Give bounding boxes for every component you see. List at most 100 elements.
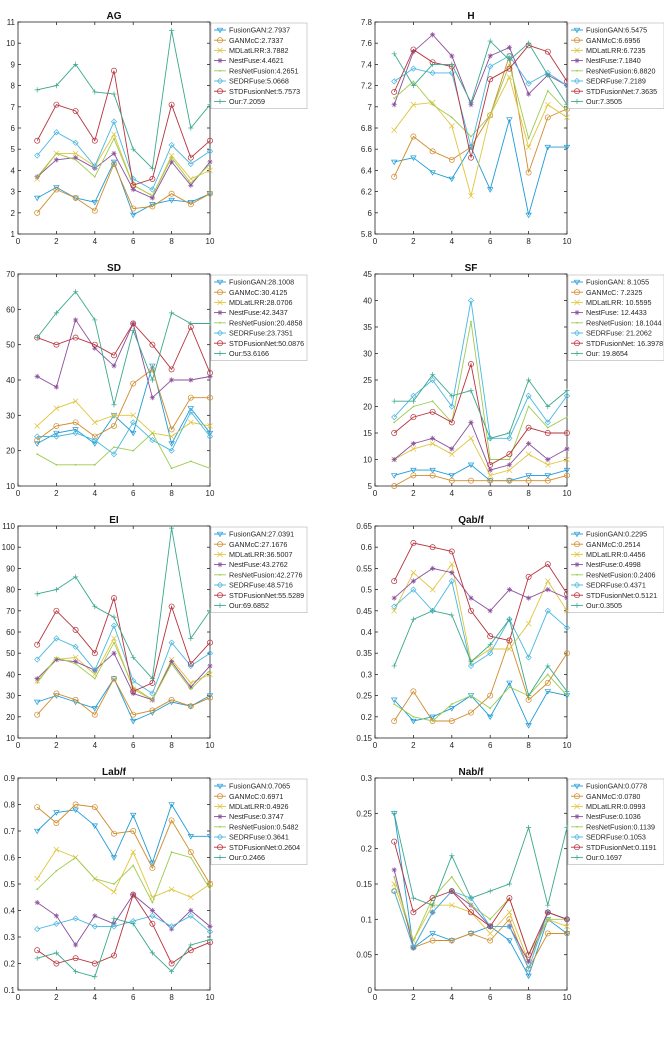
data-point: [429, 544, 436, 551]
data-point: [450, 876, 453, 878]
y-tick-label: 50: [6, 649, 15, 658]
series-line: [36, 318, 211, 399]
legend-entry: FusionGAN:0.0778: [586, 782, 647, 791]
data-point: [188, 942, 194, 948]
data-point: [206, 928, 214, 935]
data-point: [489, 918, 492, 921]
data-point: [526, 824, 532, 831]
data-point: [207, 671, 213, 678]
data-point: [149, 920, 156, 927]
data-point: [448, 937, 455, 944]
legend-marker: [576, 69, 578, 72]
data-point: [544, 430, 551, 436]
data-point: [168, 141, 175, 149]
data-point: [508, 63, 511, 66]
data-point: [72, 139, 79, 146]
data-point: [410, 569, 417, 576]
legend-entry: GANMcC:0.6971: [229, 792, 283, 801]
data-point: [149, 165, 155, 171]
data-point: [53, 656, 59, 663]
data-point: [111, 889, 117, 895]
data-point: [111, 131, 117, 138]
y-tick-label: 30: [6, 692, 15, 701]
data-point: [92, 603, 98, 610]
data-point: [34, 955, 40, 961]
data-point: [73, 574, 79, 580]
series-line: [36, 432, 211, 469]
data-point: [187, 160, 194, 168]
y-tick-label: 0.5: [4, 880, 16, 889]
legend-entry: NestFuse:0.1036: [586, 812, 641, 821]
y-tick-label: 9: [11, 60, 16, 69]
y-tick-label: 30: [363, 350, 372, 359]
y-tick-label: 0.45: [356, 607, 372, 616]
legend-entry: Our:0.1697: [586, 853, 622, 862]
data-point: [33, 699, 41, 706]
series-line: [394, 373, 568, 439]
data-point: [391, 430, 398, 436]
x-tick-label: 0: [16, 237, 21, 246]
x-tick-label: 6: [488, 237, 493, 246]
y-tick-label: 0.35: [356, 649, 372, 658]
data-point: [448, 403, 455, 410]
legend-marker: [574, 551, 580, 558]
data-point: [110, 676, 118, 682]
x-tick-label: 4: [450, 741, 455, 750]
data-point: [487, 642, 493, 648]
series-line: [393, 55, 568, 148]
legend-entry: STDFusionNet: 16.3978: [586, 339, 663, 348]
legend-marker: [574, 310, 580, 316]
data-point: [525, 451, 532, 458]
y-tick-label: 80: [6, 586, 15, 595]
data-point: [53, 635, 60, 642]
data-point: [410, 718, 417, 725]
legend-marker: [217, 299, 223, 306]
legend-marker: [216, 27, 224, 34]
y-tick-label: 0.1: [4, 986, 16, 995]
data-point: [566, 110, 568, 112]
data-point: [544, 689, 552, 695]
data-point: [74, 158, 77, 161]
legend-entry: SEDRFuse:23.7351: [229, 329, 293, 338]
data-point: [149, 707, 156, 714]
y-tick-label: 35: [363, 323, 372, 332]
data-point: [448, 718, 455, 724]
data-point: [506, 881, 512, 887]
data-point: [92, 89, 98, 95]
data-point: [53, 422, 60, 429]
legend-entry: Our:69.6852: [229, 601, 269, 610]
legend-marker: [217, 562, 223, 568]
legend-box: [210, 778, 308, 865]
data-point: [525, 965, 532, 972]
data-point: [53, 913, 59, 919]
data-point: [468, 595, 474, 601]
data-point: [74, 463, 77, 466]
x-tick-label: 2: [54, 741, 59, 750]
data-point: [170, 156, 173, 159]
data-point: [468, 607, 474, 614]
data-point: [391, 578, 398, 585]
data-point: [468, 895, 474, 901]
legend-entry: GANMcC:6.6956: [586, 36, 640, 45]
x-tick-label: 8: [526, 489, 531, 498]
x-tick-label: 8: [169, 237, 174, 246]
legend-marker: [573, 329, 581, 337]
data-point: [91, 436, 98, 444]
y-tick-label: 0.1: [361, 915, 373, 924]
data-point: [430, 435, 436, 441]
series-line: [36, 290, 210, 405]
x-tick-label: 4: [450, 489, 455, 498]
legend-entry: SEDRFuse: 21.2062: [586, 329, 652, 338]
data-point: [468, 435, 474, 442]
legend-marker: [574, 350, 580, 356]
series-line: [36, 652, 211, 701]
x-tick-label: 10: [563, 741, 572, 750]
y-tick-label: 40: [6, 376, 15, 385]
data-point: [206, 650, 214, 657]
data-point: [487, 923, 494, 930]
data-point: [187, 834, 195, 840]
data-point: [111, 402, 117, 408]
legend-marker: [216, 833, 224, 841]
chart-title: EI: [109, 515, 119, 526]
series-line: [393, 34, 568, 106]
